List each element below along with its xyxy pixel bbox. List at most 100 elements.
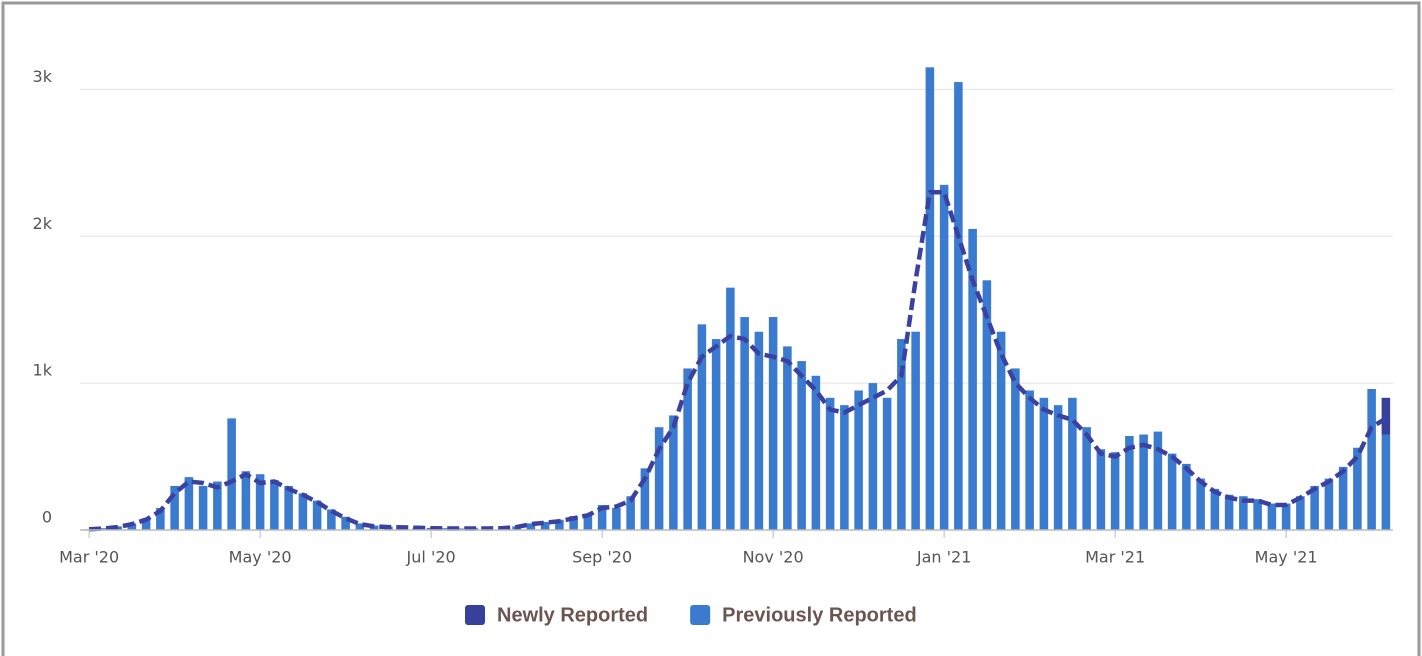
bar (1338, 466, 1348, 530)
x-tick-label: Mar '21 (1085, 548, 1145, 567)
bar (170, 485, 179, 530)
bar (1310, 485, 1319, 530)
bar (1011, 368, 1020, 530)
bar (1082, 427, 1091, 530)
bar (982, 280, 992, 530)
x-tick-label: May '21 (1255, 548, 1318, 567)
x-tick-label: May '20 (229, 548, 292, 567)
bar (1110, 452, 1120, 530)
bar (583, 513, 593, 530)
bar (1367, 389, 1376, 530)
axis: 0 1k 2k 3k Mar '20 May '20 Jul '20 Sep '20 Nov '… (33, 67, 1393, 567)
bars (84, 67, 1391, 530)
bar (1324, 478, 1334, 530)
bar (1381, 434, 1391, 530)
bar (1153, 431, 1163, 530)
bar (996, 331, 1006, 530)
y-tick-label: 2k (33, 214, 53, 233)
bar (854, 390, 863, 530)
y-tick-label: 1k (33, 361, 53, 380)
bar (270, 480, 279, 530)
bar (141, 518, 151, 530)
y-tick-label: 0 (42, 508, 52, 527)
bar (1025, 390, 1034, 530)
bar (825, 397, 835, 530)
bar (654, 427, 664, 530)
bar (939, 184, 949, 530)
bar (1053, 405, 1063, 530)
bar (312, 500, 322, 530)
bar (1281, 503, 1291, 530)
bar (1068, 397, 1077, 530)
bar (911, 331, 920, 530)
bar (754, 331, 764, 530)
bar (626, 496, 635, 530)
bar (1096, 449, 1106, 530)
bar (897, 339, 906, 530)
bar (227, 418, 236, 530)
bar (811, 375, 821, 530)
bar (327, 509, 336, 530)
bar (1182, 463, 1191, 530)
bar (198, 485, 208, 530)
bar (640, 468, 650, 530)
bar (284, 485, 293, 530)
grid (80, 88, 1393, 384)
bar (355, 523, 365, 530)
bar (840, 405, 849, 530)
bar (1167, 453, 1177, 530)
legend-swatch (690, 605, 711, 625)
legend: Newly Reported Previously Reported (465, 604, 917, 626)
legend-label: Newly Reported (497, 604, 648, 626)
moving-average-line (88, 189, 1388, 532)
bar (99, 528, 108, 530)
bar (1196, 478, 1205, 530)
bar (597, 505, 607, 530)
bar (968, 228, 977, 530)
bar (1267, 503, 1277, 530)
bar (954, 82, 963, 530)
bar (255, 474, 265, 530)
bar (555, 519, 564, 530)
bar (868, 383, 878, 530)
bar (797, 361, 806, 530)
bar (726, 287, 735, 530)
bar (341, 516, 350, 530)
bar (711, 339, 721, 530)
bar (669, 415, 678, 530)
bar (1381, 397, 1391, 435)
bar (540, 521, 550, 530)
bar (184, 477, 194, 530)
bar (526, 523, 536, 530)
x-tick-label: Jul '20 (406, 548, 456, 567)
bar (1296, 496, 1305, 530)
bar (213, 481, 222, 530)
bar (127, 523, 137, 530)
bar (569, 516, 578, 530)
legend-swatch (465, 605, 485, 625)
bar (612, 507, 621, 530)
bar (783, 346, 792, 530)
bar (1139, 434, 1148, 530)
bar (740, 317, 749, 530)
bar (1239, 496, 1248, 530)
x-tick-label: Mar '20 (59, 548, 119, 567)
legend-label: Previously Reported (722, 604, 917, 626)
bar (1224, 494, 1234, 530)
x-tick-label: Nov '20 (743, 548, 804, 567)
bar (1353, 447, 1362, 530)
bar (683, 368, 692, 530)
bar (1039, 397, 1049, 530)
bar (882, 397, 892, 530)
bar (1253, 499, 1262, 530)
bar (697, 324, 707, 530)
y-tick-label: 3k (33, 67, 53, 86)
bar (768, 317, 778, 530)
bar (241, 471, 251, 530)
x-tick-label: Sep '20 (572, 548, 632, 567)
bar (1210, 488, 1220, 530)
bar (1125, 436, 1134, 530)
bar (441, 528, 450, 530)
